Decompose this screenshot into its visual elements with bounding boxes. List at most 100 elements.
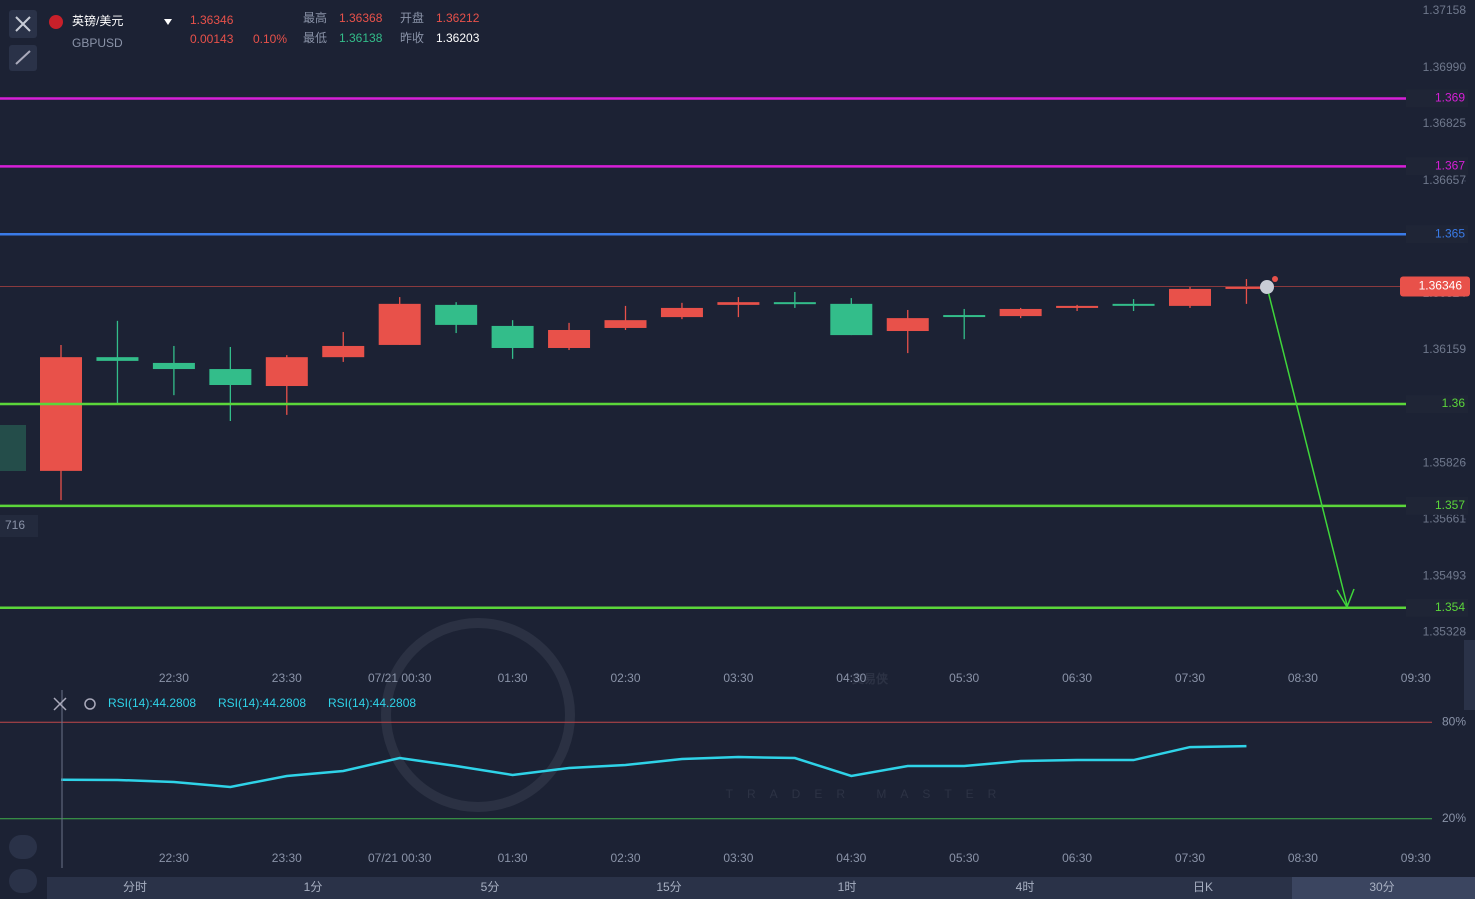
rsi-line — [60, 744, 1247, 789]
candle-body — [152, 362, 195, 370]
low-value: 1.36138 — [339, 31, 383, 45]
candle-body — [660, 307, 703, 318]
candle-body — [604, 320, 647, 328]
x-tick-label: 07:30 — [1175, 851, 1205, 865]
level-label: 1.367 — [1435, 159, 1465, 173]
y-tick-label: 1.36825 — [1423, 116, 1467, 130]
high-value: 1.36368 — [339, 11, 383, 25]
tab-bar — [47, 877, 1475, 899]
tab[interactable]: 分时 — [123, 880, 147, 894]
prev-close-value: 1.36203 — [436, 31, 480, 45]
tabs: 分时 1分 5分 15分 1时 4时 日K 30分 — [123, 880, 1395, 894]
draw-button[interactable] — [9, 835, 37, 859]
candle-body — [548, 330, 591, 348]
forecast-arrow — [1266, 286, 1348, 606]
candle-body — [773, 302, 816, 305]
candle-body — [40, 357, 82, 471]
y-tick-label: 1.35826 — [1423, 455, 1467, 469]
last-price-label: 1.36346 — [1419, 279, 1463, 293]
tab[interactable]: 4时 — [1016, 880, 1035, 894]
flag-icon — [49, 15, 63, 29]
x-tick-label: 05:30 — [949, 671, 979, 685]
tab[interactable]: 1分 — [304, 880, 323, 894]
x-tick-label: 08:30 — [1288, 671, 1318, 685]
y-tick-label: 20% — [1442, 811, 1466, 825]
low-label: 最低 — [303, 31, 327, 45]
indicator-button[interactable] — [9, 869, 37, 893]
change-pct: 0.10% — [253, 32, 287, 46]
left-axis-fragment: 716 — [5, 518, 25, 532]
watermark-title: 交易侠 — [852, 671, 889, 686]
left-axis-box — [0, 515, 38, 537]
partial-candle — [0, 425, 26, 471]
x-tick-label: 05:30 — [949, 851, 979, 865]
y-tick-label: 1.36657 — [1423, 173, 1467, 187]
y-tick-label: 1.36159 — [1423, 342, 1467, 356]
candle-body — [378, 303, 421, 345]
x-tick-label: 07/21 00:30 — [368, 851, 432, 865]
level-label: 1.369 — [1435, 91, 1465, 105]
level-label-box — [1406, 89, 1468, 108]
candle-body — [886, 318, 929, 332]
candle-body — [1169, 288, 1211, 306]
indicator-label: RSI(14):44.2808 — [328, 696, 416, 710]
tab[interactable]: 日K — [1193, 880, 1213, 894]
tab[interactable]: 30分 — [1369, 880, 1394, 894]
candle-body — [1112, 303, 1155, 306]
x-tick-label: 02:30 — [610, 671, 640, 685]
candle-body — [435, 304, 478, 325]
rsi-close[interactable] — [53, 697, 67, 711]
tab-active-bg — [1292, 877, 1475, 899]
symbol-name[interactable]: 英镑/美元 — [72, 13, 123, 28]
arrow-head — [1336, 588, 1355, 609]
info-marker[interactable] — [1260, 280, 1274, 294]
rsi-settings[interactable] — [84, 698, 96, 710]
candle-body — [209, 369, 252, 385]
x-tick-label: 02:30 — [610, 851, 640, 865]
candle-body — [322, 345, 365, 358]
watermark-subtitle: TRADER MASTER — [726, 787, 1011, 801]
x-tick-label: 09:30 — [1401, 851, 1431, 865]
watermark: 交易侠 TRADER MASTER — [381, 618, 1011, 812]
tab[interactable]: 1时 — [838, 880, 857, 894]
candle-body — [265, 357, 308, 387]
tab[interactable]: 5分 — [481, 880, 500, 894]
indicator-label: RSI(14):44.2808 — [218, 696, 306, 710]
close-icon — [15, 16, 31, 32]
scrollbar[interactable] — [1464, 640, 1475, 710]
candle-body — [1056, 305, 1099, 308]
candle-body — [1225, 286, 1268, 289]
x-tick-label: 06:30 — [1062, 671, 1092, 685]
indicator-label: RSI(14):44.2808 — [108, 696, 196, 710]
open-label: 开盘 — [400, 10, 424, 25]
candle-body — [830, 303, 873, 336]
prev-close-label: 昨收 — [400, 31, 424, 45]
level-label-box — [1406, 395, 1468, 414]
x-tick-label: 08:30 — [1288, 851, 1318, 865]
collapse-icon — [15, 50, 31, 65]
x-tick-label: 22:30 — [159, 671, 189, 685]
y-tick-label: 1.37158 — [1423, 3, 1467, 17]
alert-dot — [1272, 276, 1278, 282]
tab[interactable]: 15分 — [656, 880, 681, 894]
price-plot: 1.371581.369901.368251.366571.364921.363… — [0, 3, 1470, 685]
symbol-code: GBPUSD — [72, 36, 123, 50]
level-label-box — [1406, 225, 1468, 244]
y-tick-label: 1.36990 — [1423, 60, 1467, 74]
x-tick-label: 04:30 — [836, 671, 866, 685]
x-tick-label: 04:30 — [836, 851, 866, 865]
x-tick-label: 06:30 — [1062, 851, 1092, 865]
y-tick-label: 1.35493 — [1423, 568, 1467, 582]
x-tick-label: 03:30 — [723, 851, 753, 865]
y-tick-label: 1.35328 — [1423, 624, 1467, 638]
candle-body — [717, 302, 760, 305]
x-tick-label: 22:30 — [159, 851, 189, 865]
candle-body — [999, 308, 1042, 317]
change: 0.00143 — [190, 32, 234, 46]
x-tick-label: 01:30 — [498, 851, 528, 865]
dropdown-caret[interactable] — [164, 19, 172, 25]
level-label-box — [1406, 496, 1468, 515]
y-tick-label: 80% — [1442, 714, 1466, 728]
